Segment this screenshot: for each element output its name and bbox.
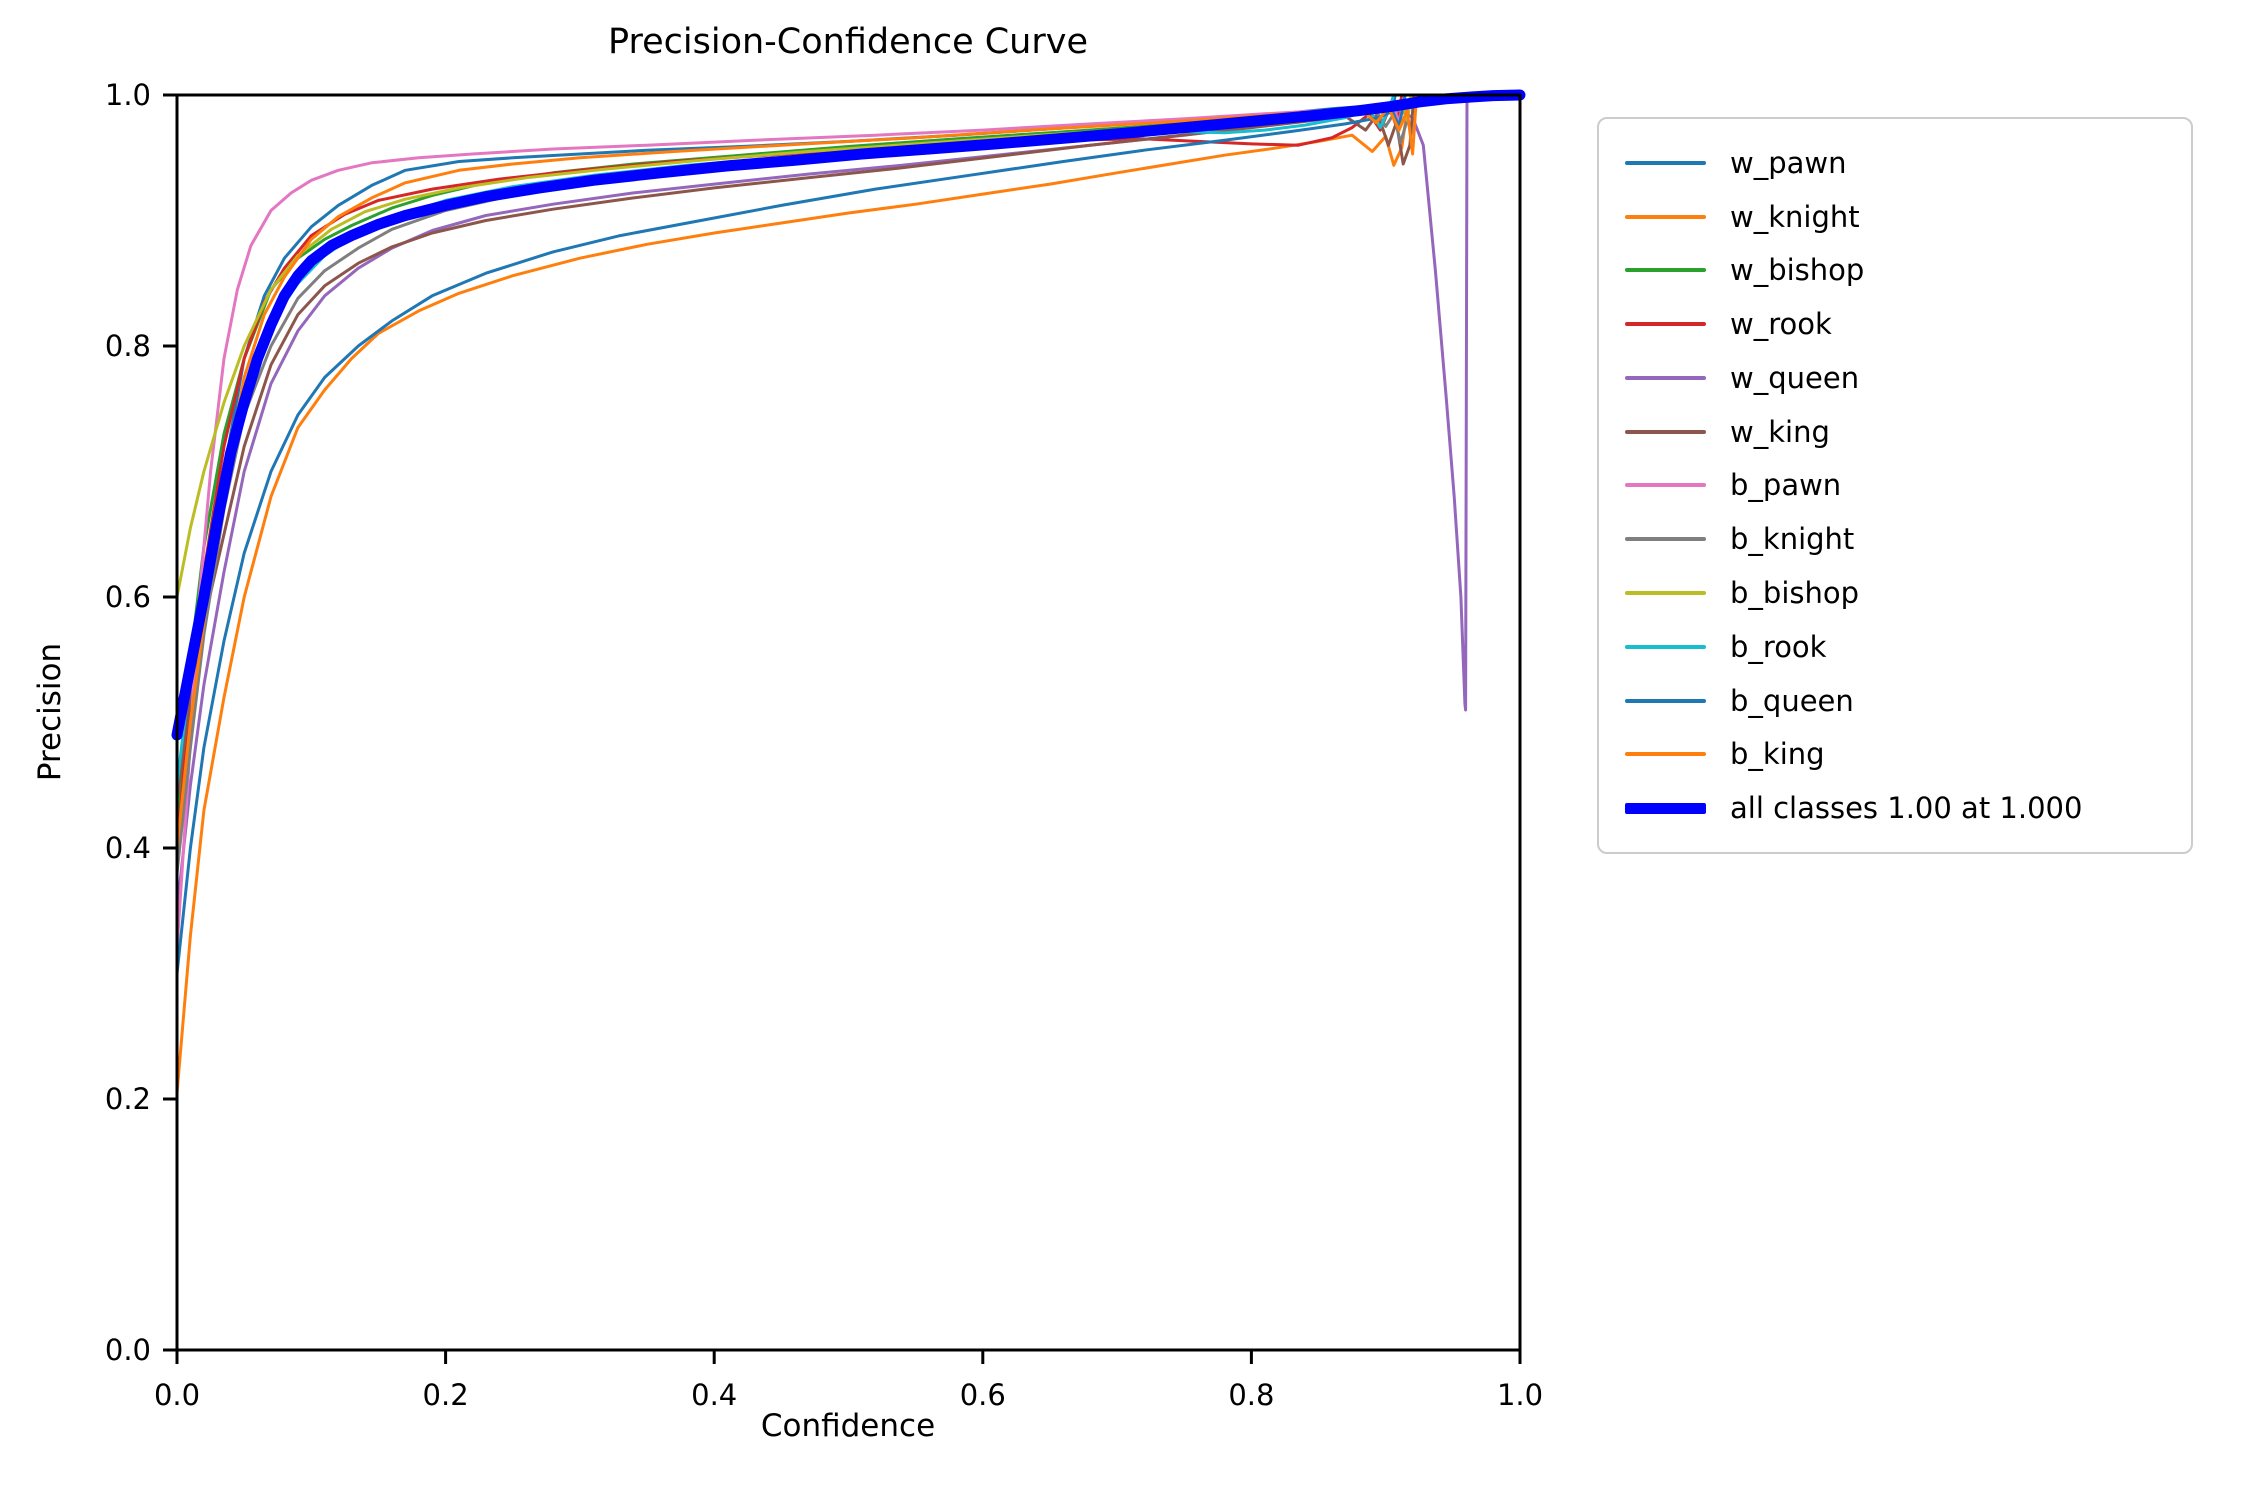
legend-line-sample-w_queen xyxy=(1625,375,1706,380)
legend-line-sample-w_pawn xyxy=(1625,160,1706,165)
curve-w_pawn xyxy=(175,93,1397,787)
legend-item-w_knight: w_knight xyxy=(1599,190,2191,244)
legend: w_pawn w_knight w_bishop w_rook w_queen w_kin… xyxy=(1597,117,2193,854)
y-tick-label: 1.0 xyxy=(105,78,151,112)
legend-line-sample-w_rook xyxy=(1625,322,1706,327)
y-tick-label: 0.0 xyxy=(105,1333,151,1367)
legend-label-w_bishop: w_bishop xyxy=(1730,253,1865,288)
legend-item-all_classes: all classes 1.00 at 1.000 xyxy=(1599,781,2191,835)
legend-item-b_queen: b_queen xyxy=(1599,674,2191,728)
y-tick-label: 0.4 xyxy=(105,831,151,865)
chart-title: Precision-Confidence Curve xyxy=(608,22,1088,62)
legend-item-b_rook: b_rook xyxy=(1599,620,2191,674)
x-tick-label: 1.0 xyxy=(1497,1378,1543,1412)
legend-line-sample-all_classes xyxy=(1625,802,1706,814)
curve-w_rook xyxy=(175,93,1404,850)
y-tick-label: 0.8 xyxy=(105,329,151,363)
legend-label-b_pawn: b_pawn xyxy=(1730,468,1842,503)
legend-line-sample-b_rook xyxy=(1625,644,1706,649)
x-tick-label: 0.6 xyxy=(960,1378,1006,1412)
legend-label-w_king: w_king xyxy=(1730,414,1830,449)
legend-line-sample-w_bishop xyxy=(1625,268,1706,273)
legend-label-w_queen: w_queen xyxy=(1730,360,1860,395)
y-axis-label: Precision xyxy=(32,642,68,782)
legend-line-sample-w_knight xyxy=(1625,214,1706,219)
y-tick-label: 0.2 xyxy=(105,1082,151,1116)
legend-label-b_rook: b_rook xyxy=(1730,629,1827,664)
curve-all_classes xyxy=(171,89,1526,741)
plot-spines xyxy=(175,93,1522,1352)
legend-line-sample-w_king xyxy=(1625,429,1706,434)
legend-line-sample-b_pawn xyxy=(1625,483,1706,488)
legend-label-b_bishop: b_bishop xyxy=(1730,576,1860,610)
legend-line-sample-b_bishop xyxy=(1625,591,1706,595)
x-axis-label: Confidence xyxy=(760,1408,936,1444)
x-tick-label: 0.4 xyxy=(691,1378,737,1412)
legend-label-all_classes: all classes 1.00 at 1.000 xyxy=(1730,791,2083,826)
legend-item-w_queen: w_queen xyxy=(1599,351,2191,405)
legend-item-w_pawn: w_pawn xyxy=(1599,136,2191,190)
curve-w_king xyxy=(175,93,1416,800)
legend-label-b_king: b_king xyxy=(1730,737,1825,772)
legend-item-w_rook: w_rook xyxy=(1599,297,2191,351)
legend-line-sample-b_queen xyxy=(1625,698,1706,703)
legend-item-w_king: w_king xyxy=(1599,405,2191,459)
x-tick-label: 0.0 xyxy=(154,1378,200,1412)
legend-item-b_king: b_king xyxy=(1599,727,2191,781)
curve-w_knight xyxy=(175,93,1416,1095)
curve-w_queen xyxy=(175,93,1469,913)
legend-item-b_knight: b_knight xyxy=(1599,512,2191,566)
legend-item-b_pawn: b_pawn xyxy=(1599,459,2191,513)
legend-label-b_knight: b_knight xyxy=(1730,522,1855,557)
x-tick-label: 0.2 xyxy=(423,1378,469,1412)
legend-label-w_rook: w_rook xyxy=(1730,307,1832,342)
legend-line-sample-b_king xyxy=(1625,752,1706,757)
legend-item-b_bishop: b_bishop xyxy=(1599,566,2191,620)
curve-b_king xyxy=(175,93,1419,850)
legend-label-w_knight: w_knight xyxy=(1730,199,1860,234)
legend-label-b_queen: b_queen xyxy=(1730,683,1854,718)
legend-label-w_pawn: w_pawn xyxy=(1730,145,1847,180)
legend-item-w_bishop: w_bishop xyxy=(1599,244,2191,298)
curve-b_queen xyxy=(175,93,1407,975)
x-tick-label: 0.8 xyxy=(1228,1378,1274,1412)
y-tick-label: 0.6 xyxy=(105,580,151,614)
curve-b_rook xyxy=(175,93,1396,787)
legend-line-sample-b_knight xyxy=(1625,537,1706,542)
curve-b_bishop xyxy=(175,93,1413,599)
